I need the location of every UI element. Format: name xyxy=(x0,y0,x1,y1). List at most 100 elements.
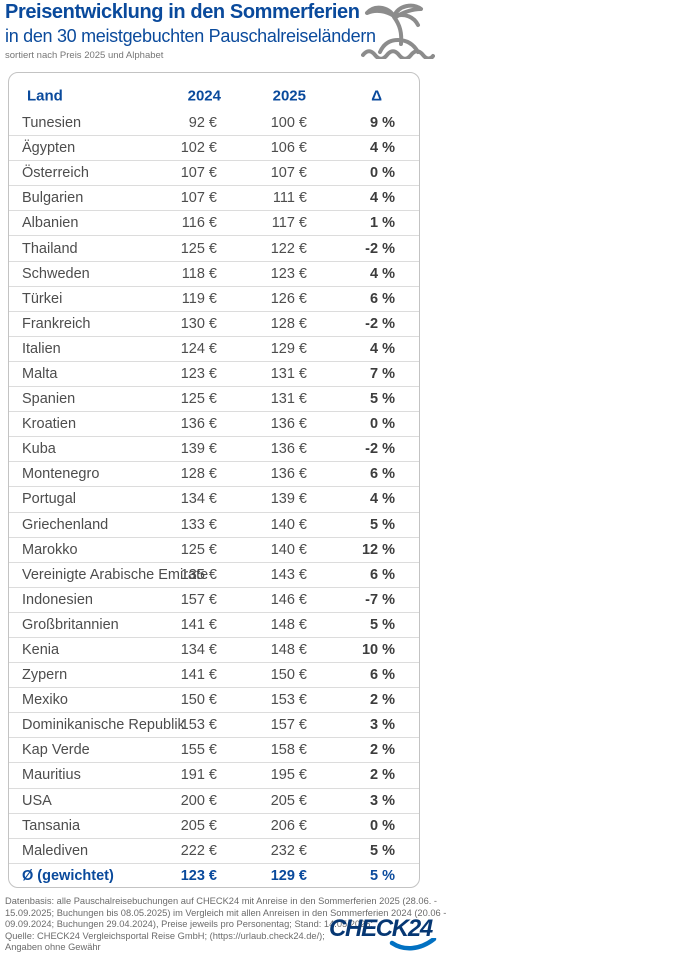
country-name: Montenegro xyxy=(22,466,100,483)
price-delta: 12 % xyxy=(361,541,395,558)
footnote-line: Quelle: CHECK24 Vergleichsportal Reise G… xyxy=(5,930,325,941)
country-name: Großbritannien xyxy=(22,616,119,633)
price-delta: 7 % xyxy=(370,365,395,382)
price-2025: 158 € xyxy=(270,742,307,759)
price-2024: 153 € xyxy=(180,717,217,734)
country-name: Portugal xyxy=(22,491,77,508)
price-2025: 136 € xyxy=(270,416,307,433)
price-delta: -2 % xyxy=(365,315,395,332)
country-name: Kap Verde xyxy=(22,742,90,759)
price-2024: 116 € xyxy=(181,215,217,232)
country-name: Ägypten xyxy=(22,140,76,157)
table-row: Bulgarien 107 € 111 € 4 % xyxy=(9,186,419,212)
price-delta: 4 % xyxy=(370,140,395,157)
country-name: Frankreich xyxy=(22,315,91,332)
table-row: Türkei 119 € 126 € 6 % xyxy=(9,287,419,312)
price-delta: 0 % xyxy=(370,165,395,182)
country-name: USA xyxy=(22,792,52,809)
table-row: Albanien 116 € 117 € 1 % xyxy=(9,211,419,237)
page-title: Preisentwicklung in den Sommerferien xyxy=(5,1,360,23)
table-row: Griechenland 133 € 140 € 5 % xyxy=(9,513,419,538)
price-2025: 206 € xyxy=(270,817,307,834)
price-2025: 140 € xyxy=(270,516,307,533)
price-delta: 1 % xyxy=(370,215,395,232)
price-2025: 117 € xyxy=(271,215,307,232)
country-name: Marokko xyxy=(22,541,78,558)
column-header-2025: 2025 xyxy=(272,87,306,105)
price-2025: 157 € xyxy=(270,717,307,734)
table-row: Kuba 139 € 136 € -2 % xyxy=(9,437,419,463)
price-2024: 200 € xyxy=(180,792,217,809)
table-row: Spanien 125 € 131 € 5 % xyxy=(9,387,419,413)
country-name: Mexiko xyxy=(22,692,68,709)
price-2024: 125 € xyxy=(180,541,217,558)
price-2024: 135 € xyxy=(180,566,217,583)
country-name: Kenia xyxy=(22,642,60,659)
price-2024: 125 € xyxy=(180,240,217,257)
price-2025: 195 € xyxy=(270,767,307,784)
column-header-delta: Δ xyxy=(371,87,382,105)
price-delta: 6 % xyxy=(370,667,395,684)
price-2024: 141 € xyxy=(180,616,217,633)
table-row: Dominikanische Republik 153 € 157 € 3 % xyxy=(9,713,419,739)
price-2025: 131 € xyxy=(270,391,307,408)
table-row: Kroatien 136 € 136 € 0 % xyxy=(9,412,419,438)
price-2024: 119 € xyxy=(181,290,217,307)
price-2024: 92 € xyxy=(188,115,217,132)
price-2024: 125 € xyxy=(180,391,217,408)
price-delta: 4 % xyxy=(370,491,395,508)
country-name: Albanien xyxy=(22,215,79,232)
table-row: Zypern 141 € 150 € 6 % xyxy=(9,663,419,689)
footnote-line: Angaben ohne Gewähr xyxy=(5,942,101,953)
country-name: Malta xyxy=(22,365,58,382)
table-row: Vereinigte Arabische Emirate 135 € 143 €… xyxy=(9,563,419,588)
price-2025: 150 € xyxy=(270,667,307,684)
table-row: Kap Verde 155 € 158 € 2 % xyxy=(9,738,419,764)
price-2025: 136 € xyxy=(270,466,307,483)
price-2025: 122 € xyxy=(270,240,307,257)
country-name: Thailand xyxy=(22,240,78,257)
price-2025: 100 € xyxy=(270,115,307,132)
table-row: Indonesien 157 € 146 € -7 % xyxy=(9,588,419,613)
page-subtitle: in den 30 meistgebuchten Pauschalreiselä… xyxy=(5,26,376,46)
check24-wordmark: CHECK24 xyxy=(329,915,433,942)
table-row: Malediven 222 € 232 € 5 % xyxy=(9,839,419,864)
price-2024: 191 € xyxy=(180,767,217,784)
price-2024: 141 € xyxy=(180,667,217,684)
price-delta: 5 % xyxy=(370,516,395,533)
price-2024: 107 € xyxy=(180,190,217,207)
table-row: Tansania 205 € 206 € 0 % xyxy=(9,814,419,839)
price-2025: 148 € xyxy=(270,616,307,633)
table-body: Tunesien 92 € 100 € 9 % Ägypten 102 € 10… xyxy=(9,111,419,864)
price-2025: 106 € xyxy=(270,140,307,157)
table-row: Italien 124 € 129 € 4 % xyxy=(9,337,419,362)
summary-row: Ø (gewichtet) 123 € 129 € 5 % xyxy=(9,864,419,889)
table-row: Marokko 125 € 140 € 12 % xyxy=(9,538,419,563)
table-row: Österreich 107 € 107 € 0 % xyxy=(9,161,419,187)
summary-label: Ø (gewichtet) xyxy=(22,868,114,885)
price-2025: 126 € xyxy=(270,290,307,307)
price-2024: 139 € xyxy=(180,441,217,458)
price-delta: 6 % xyxy=(370,466,395,483)
footnote: Datenbasis: alle Pauschalreisebuchungen … xyxy=(5,896,446,954)
price-2025: 139 € xyxy=(270,491,307,508)
price-2024: 157 € xyxy=(180,591,217,608)
price-delta: 3 % xyxy=(370,717,395,734)
country-name: Griechenland xyxy=(22,516,109,533)
price-delta: 6 % xyxy=(370,290,395,307)
table-row: Mauritius 191 € 195 € 2 % xyxy=(9,763,419,789)
price-2025: 153 € xyxy=(270,692,307,709)
palm-island-icon xyxy=(361,3,435,59)
price-2024: 124 € xyxy=(180,340,217,357)
country-name: Tunesien xyxy=(22,115,82,132)
country-name: Spanien xyxy=(22,391,76,408)
price-2024: 123 € xyxy=(180,365,217,382)
summary-delta: 5 % xyxy=(370,868,395,885)
price-delta: 5 % xyxy=(370,391,395,408)
country-name: Dominikanische Republik xyxy=(22,717,185,734)
price-delta: 0 % xyxy=(370,416,395,433)
price-2024: 134 € xyxy=(180,642,217,659)
country-name: Schweden xyxy=(22,265,90,282)
table-row: Montenegro 128 € 136 € 6 % xyxy=(9,462,419,488)
table-row: Portugal 134 € 139 € 4 % xyxy=(9,487,419,513)
